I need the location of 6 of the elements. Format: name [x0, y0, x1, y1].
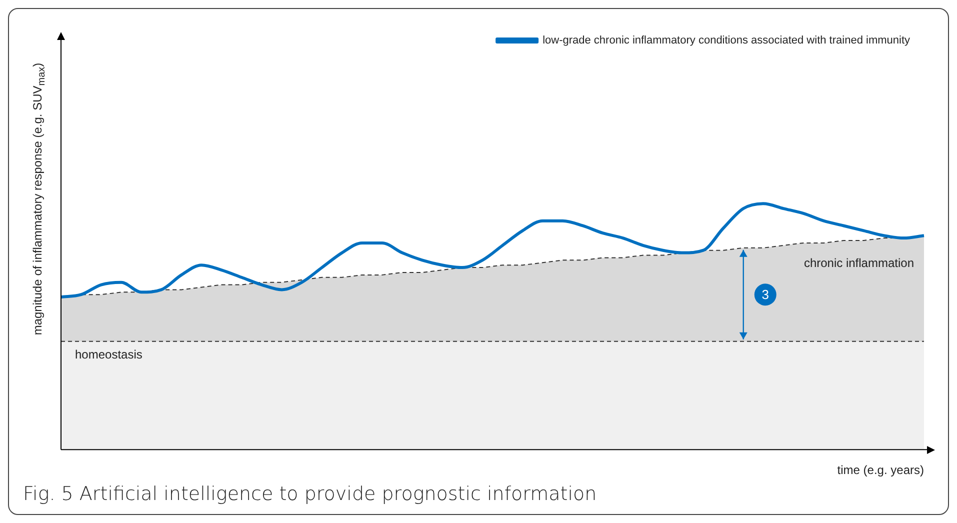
legend-label: low-grade chronic inflammatory conditions associated with trained immunity: [542, 34, 910, 47]
x-axis-title: time (e.g. years): [837, 463, 924, 478]
annotation: 3: [762, 287, 769, 302]
series-label: chronic inflammation: [804, 256, 914, 270]
ref-line-label: homeostasis: [75, 348, 142, 362]
text: Fig. 5 Artificial intelligence to provide prognostic information: [23, 483, 597, 505]
